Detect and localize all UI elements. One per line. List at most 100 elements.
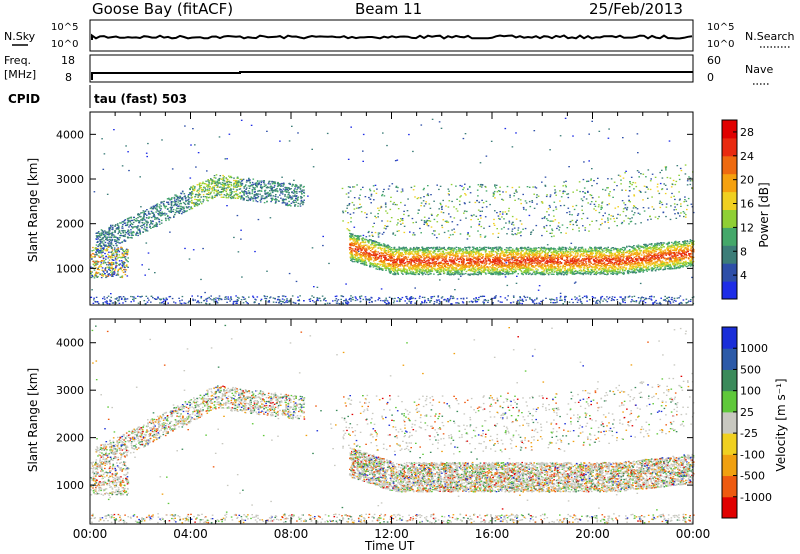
echo-cell [175,194,177,196]
echo-cell [176,207,178,209]
echo-cell [102,257,105,259]
echo-cell [295,195,297,198]
echo-cell [255,182,258,184]
echo-cell [600,268,602,270]
echo-cell [210,183,213,185]
echo-cell [206,193,209,195]
echo-cell [119,276,122,278]
echo-cell [185,206,188,208]
echo-cell [171,210,174,212]
echo-cell [583,263,585,265]
echo-cell [177,207,179,210]
echo-cell [213,187,215,189]
echo-cell [198,199,201,201]
echo-cell [664,266,666,268]
echo-cell [352,240,355,242]
echo-cell [251,197,254,199]
echo-cell [164,207,167,209]
echo-cell [151,223,154,225]
echo-cell [222,179,225,182]
echo-cell [485,255,487,257]
echo-cell [237,183,240,185]
echo-cell [275,201,277,203]
echo-cell [532,260,534,262]
echo-cell [390,266,392,268]
echo-cell [363,245,365,248]
echo-cell [582,253,585,255]
echo-cell [235,189,238,191]
echo-cell [428,271,430,273]
echo-cell [553,263,555,265]
echo-cell [264,189,267,191]
echo-cell [536,264,539,266]
echo-cell [247,190,250,192]
echo-cell [476,265,479,267]
echo-cell [556,256,559,258]
echo-cell [128,231,130,234]
echo-cell [535,270,538,272]
echo-cell [541,247,544,249]
echo-cell [188,197,190,199]
echo-cell [217,186,219,188]
echo-cell [189,188,191,191]
echo-cell [125,224,127,226]
echo-cell [522,254,524,256]
echo-cell [587,272,590,274]
echo-cell [99,273,101,276]
echo-cell [143,213,146,215]
echo-cell [678,241,681,243]
echo-cell [218,182,220,184]
echo-cell [656,268,658,270]
echo-cell [141,217,144,220]
echo-cell [114,250,117,252]
echo-cell [96,260,99,262]
echo-cell [230,185,233,187]
echo-cell [124,232,127,234]
echo-cell [584,249,587,251]
echo-cell [655,249,658,251]
echo-cell [358,246,361,248]
echo-cell [101,273,104,275]
echo-cell [350,258,353,260]
echo-cell [264,185,267,187]
echo-cell [628,270,631,273]
echo-cell [174,194,176,196]
echo-cell [485,259,487,261]
echo-cell [423,253,425,255]
echo-cell [365,256,367,258]
echo-cell [619,257,622,259]
echo-cell [544,252,547,254]
echo-cell [588,259,590,261]
echo-cell [230,188,232,190]
echo-cell [105,250,107,252]
echo-cell [92,253,95,255]
echo-cell [468,254,471,256]
echo-cell [458,252,461,254]
echo-cell [106,275,108,278]
echo-cell [151,208,153,210]
echo-cell [461,267,464,269]
echo-cell [260,190,262,192]
echo-cell [230,183,232,186]
echo-cell [688,260,691,262]
echo-cell [300,185,302,187]
echo-cell [252,178,255,180]
echo-cell [374,265,376,267]
echo-cell [119,242,122,244]
echo-cell [444,256,446,258]
echo-cell [458,260,461,263]
echo-cell [294,185,296,187]
echo-cell [254,198,257,200]
echo-cell [124,271,127,273]
echo-cell [275,194,277,196]
echo-cell [150,227,152,229]
echo-cell [207,193,209,196]
echo-cell [573,273,576,275]
echo-cell [387,251,390,253]
echo-cell [544,257,547,259]
echo-cell [449,256,451,258]
echo-cell [523,272,526,274]
echo-cell [379,264,381,266]
echo-cell [385,258,387,261]
echo-cell [674,244,676,246]
